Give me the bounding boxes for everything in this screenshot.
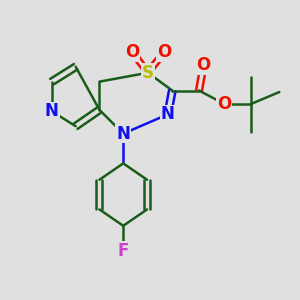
- Text: O: O: [125, 43, 139, 61]
- Text: N: N: [161, 105, 175, 123]
- Text: F: F: [118, 242, 129, 260]
- Text: O: O: [196, 56, 211, 74]
- Text: O: O: [157, 43, 171, 61]
- Text: N: N: [116, 125, 130, 143]
- Text: O: O: [217, 95, 231, 113]
- Text: S: S: [142, 64, 154, 82]
- Text: N: N: [45, 102, 59, 120]
